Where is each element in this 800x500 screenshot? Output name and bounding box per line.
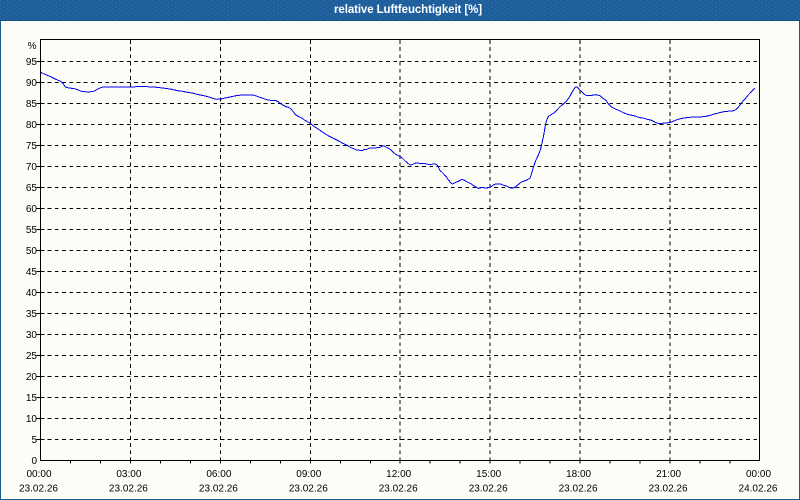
svg-text:5: 5 <box>31 435 37 446</box>
svg-text:00:00: 00:00 <box>26 469 51 480</box>
svg-text:12:00: 12:00 <box>386 469 411 480</box>
svg-text:06:00: 06:00 <box>206 469 231 480</box>
svg-text:15: 15 <box>26 393 38 404</box>
svg-text:35: 35 <box>26 309 38 320</box>
svg-text:23.02.26: 23.02.26 <box>469 484 508 495</box>
svg-text:20: 20 <box>26 372 38 383</box>
svg-text:85: 85 <box>26 99 38 110</box>
svg-text:23.02.26: 23.02.26 <box>559 484 598 495</box>
svg-text:30: 30 <box>26 330 38 341</box>
svg-text:23.02.26: 23.02.26 <box>289 484 328 495</box>
svg-text:75: 75 <box>26 141 38 152</box>
svg-text:55: 55 <box>26 225 38 236</box>
svg-text:65: 65 <box>26 183 38 194</box>
svg-text:40: 40 <box>26 288 38 299</box>
svg-text:50: 50 <box>26 246 38 257</box>
svg-text:90: 90 <box>26 78 38 89</box>
svg-text:09:00: 09:00 <box>296 469 321 480</box>
svg-text:00:00: 00:00 <box>746 469 771 480</box>
svg-text:70: 70 <box>26 162 38 173</box>
svg-text:24.02.26: 24.02.26 <box>739 484 778 495</box>
svg-text:23.02.26: 23.02.26 <box>649 484 688 495</box>
svg-text:95: 95 <box>26 57 38 68</box>
svg-text:45: 45 <box>26 267 38 278</box>
svg-text:%: % <box>28 41 37 52</box>
svg-text:03:00: 03:00 <box>116 469 141 480</box>
svg-text:80: 80 <box>26 120 38 131</box>
svg-text:60: 60 <box>26 204 38 215</box>
svg-text:18:00: 18:00 <box>566 469 591 480</box>
svg-text:23.02.26: 23.02.26 <box>109 484 148 495</box>
svg-text:23.02.26: 23.02.26 <box>199 484 238 495</box>
svg-text:25: 25 <box>26 351 38 362</box>
svg-text:23.02.26: 23.02.26 <box>379 484 418 495</box>
svg-text:23.02.26: 23.02.26 <box>19 484 58 495</box>
svg-text:21:00: 21:00 <box>656 469 681 480</box>
svg-text:10: 10 <box>26 414 38 425</box>
svg-text:0: 0 <box>31 456 37 467</box>
svg-text:15:00: 15:00 <box>476 469 501 480</box>
